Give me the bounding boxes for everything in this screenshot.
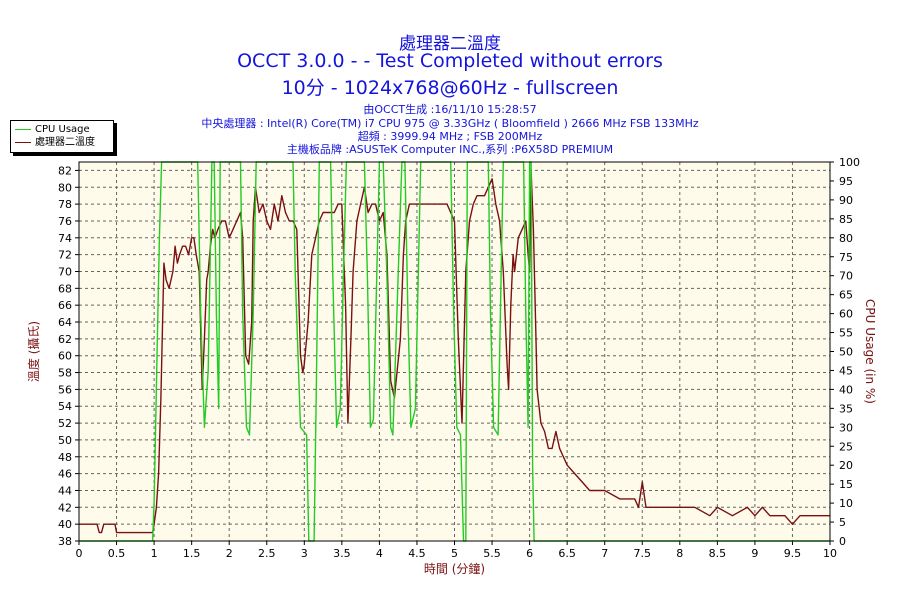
y2-tick-label: 70 xyxy=(839,270,853,283)
y-tick-label: 38 xyxy=(58,535,72,548)
y-tick-label: 62 xyxy=(58,333,72,346)
x-tick-label: 6 xyxy=(526,547,533,560)
y-tick-label: 76 xyxy=(58,215,72,228)
x-tick-label: 10 xyxy=(823,547,837,560)
temperature-series-line xyxy=(79,169,830,534)
y2-tick-label: 30 xyxy=(839,421,853,434)
y2-tick-label: 55 xyxy=(839,327,853,340)
chart-title: 處理器二溫度 xyxy=(399,34,501,54)
y2-tick-label: 10 xyxy=(839,497,853,510)
x-tick-label: 8 xyxy=(676,547,683,560)
plot-frame xyxy=(78,161,831,542)
y2-tick-label: 80 xyxy=(839,232,853,245)
y-tick-label: 52 xyxy=(58,417,72,430)
x-tick-label: 1 xyxy=(151,547,158,560)
x-tick-label: 3.5 xyxy=(333,547,351,560)
y-axis-label: 溫度 (攝氏) xyxy=(26,321,41,382)
x-tick-label: 2.5 xyxy=(258,547,276,560)
y2-tick-label: 65 xyxy=(839,289,853,302)
y-tick-label: 44 xyxy=(58,484,72,497)
y2-tick-label: 60 xyxy=(839,308,853,321)
x-tick-label: 7 xyxy=(601,547,608,560)
legend-swatch-cpu-usage xyxy=(15,128,31,130)
x-tick-label: 5.5 xyxy=(483,547,501,560)
y2-tick-label: 15 xyxy=(839,478,853,491)
y-tick-label: 80 xyxy=(58,181,72,194)
x-tick-label: 9 xyxy=(751,547,758,560)
chart-subtitle-test: OCCT 3.0.0 - - Test Completed without er… xyxy=(237,50,663,72)
x-tick-label: 2 xyxy=(226,547,233,560)
info-motherboard: 主機板品牌 :ASUSTeK Computer INC.,系列 :P6X58D … xyxy=(286,143,614,156)
y-tick-label: 72 xyxy=(58,249,72,262)
y-tick-label: 74 xyxy=(58,232,72,245)
legend-item-cpu-usage: CPU Usage xyxy=(15,123,90,136)
y-tick-label: 60 xyxy=(58,350,72,363)
info-overclock: 超頻 : 3999.94 MHz ; FSB 200MHz xyxy=(357,130,543,143)
x-tick-label: 3 xyxy=(301,547,308,560)
x-tick-label: 4 xyxy=(376,547,383,560)
y2-tick-label: 75 xyxy=(839,251,853,264)
y2-tick-label: 5 xyxy=(839,516,846,529)
y-tick-label: 70 xyxy=(58,265,72,278)
x-tick-label: 9.5 xyxy=(784,547,802,560)
y-tick-label: 42 xyxy=(58,501,72,514)
legend-label-cpu-usage: CPU Usage xyxy=(35,124,90,135)
legend-label-temperature: 處理器二溫度 xyxy=(35,137,95,148)
y2-tick-label: 90 xyxy=(839,194,853,207)
x-axis-label: 時間 (分鐘) xyxy=(424,561,485,576)
legend-item-temperature: 處理器二溫度 xyxy=(15,136,95,149)
x-tick-label: 1.5 xyxy=(183,547,201,560)
x-tick-label: 5 xyxy=(451,547,458,560)
chart-subtitle-duration: 10分 - 1024x768@60Hz - fullscreen xyxy=(281,77,619,99)
x-tick-label: 7.5 xyxy=(634,547,652,560)
x-tick-label: 4.5 xyxy=(408,547,426,560)
y-tick-label: 46 xyxy=(58,468,72,481)
y2-tick-label: 45 xyxy=(839,364,853,377)
y2-tick-label: 35 xyxy=(839,402,853,415)
x-tick-label: 0 xyxy=(76,547,83,560)
y-tick-label: 58 xyxy=(58,367,72,380)
y2-tick-label: 95 xyxy=(839,175,853,188)
x-tick-label: 0.5 xyxy=(108,547,126,560)
y-tick-label: 66 xyxy=(58,299,72,312)
y-tick-label: 64 xyxy=(58,316,72,329)
y-tick-label: 78 xyxy=(58,198,72,211)
y2-tick-label: 100 xyxy=(839,156,860,169)
info-cpu: 中央處理器 : Intel(R) Core(TM) i7 CPU 975 @ 3… xyxy=(201,117,699,130)
info-generated: 由OCCT生成 :16/11/10 15:28:57 xyxy=(363,103,537,116)
y-tick-label: 82 xyxy=(58,164,72,177)
y-tick-label: 50 xyxy=(58,434,72,447)
y2-tick-label: 50 xyxy=(839,346,853,359)
x-tick-label: 8.5 xyxy=(709,547,727,560)
y-tick-label: 56 xyxy=(58,383,72,396)
y-tick-label: 40 xyxy=(58,518,72,531)
y2-tick-label: 0 xyxy=(839,535,846,548)
y2-tick-label: 40 xyxy=(839,383,853,396)
y2-axis-label: CPU Usage (in %) xyxy=(863,299,877,404)
y2-tick-label: 25 xyxy=(839,440,853,453)
y-tick-label: 54 xyxy=(58,400,72,413)
y2-tick-label: 20 xyxy=(839,459,853,472)
y-tick-label: 48 xyxy=(58,451,72,464)
legend-swatch-temperature xyxy=(15,141,31,143)
y-tick-label: 68 xyxy=(58,282,72,295)
x-tick-label: 6.5 xyxy=(558,547,576,560)
chart-legend: CPU Usage 處理器二溫度 xyxy=(10,120,114,153)
y2-tick-label: 85 xyxy=(839,213,853,226)
